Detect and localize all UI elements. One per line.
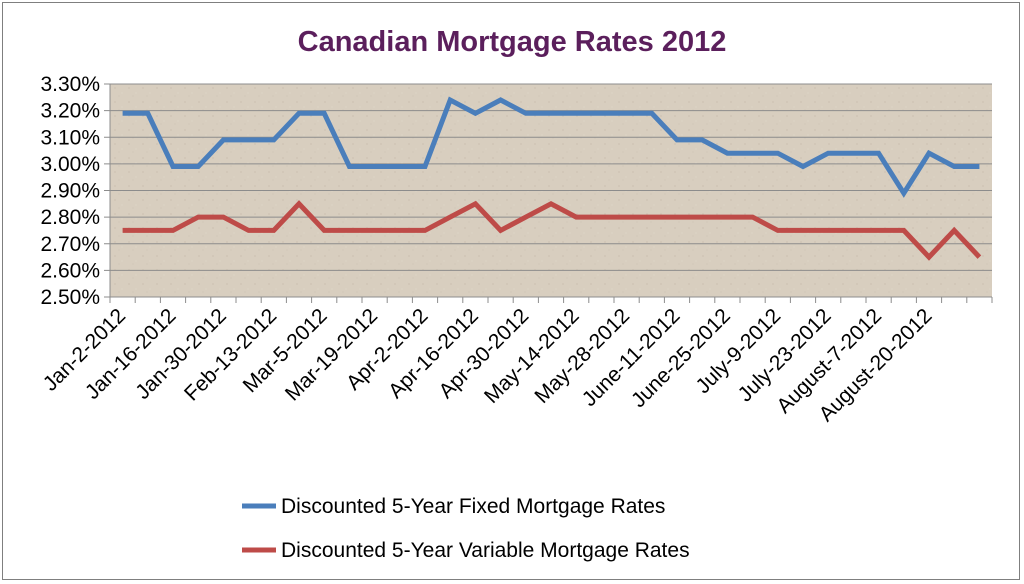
y-tick-label: 3.10%: [40, 126, 100, 149]
y-tick-label: 2.80%: [40, 206, 100, 229]
y-tick-label: 3.00%: [40, 153, 100, 176]
y-tick-label: 3.30%: [40, 73, 100, 96]
x-axis: Jan-2-2012Jan-16-2012Jan-30-2012Feb-13-2…: [39, 296, 993, 426]
legend-label-fixed: Discounted 5-Year Fixed Mortgage Rates: [281, 495, 665, 518]
legend: Discounted 5-Year Fixed Mortgage Rates D…: [242, 495, 690, 562]
y-tick-label: 2.60%: [40, 259, 100, 282]
chart-title: Canadian Mortgage Rates 2012: [298, 26, 727, 58]
series-line-fixed: [122, 96, 980, 198]
series-line-variable: [122, 200, 982, 261]
gridlines: [110, 83, 992, 298]
y-tick-label: 3.20%: [40, 100, 100, 123]
y-tick-label: 2.90%: [40, 180, 100, 203]
series-lines: [122, 96, 982, 261]
y-tick-label: 2.70%: [40, 233, 100, 256]
y-tick-label: 2.50%: [40, 286, 100, 309]
legend-label-variable: Discounted 5-Year Variable Mortgage Rate…: [281, 539, 690, 562]
y-axis: 2.50% 2.60% 2.70% 2.80% 2.90% 3.00% 3.10% 3.20%…: [40, 73, 111, 309]
